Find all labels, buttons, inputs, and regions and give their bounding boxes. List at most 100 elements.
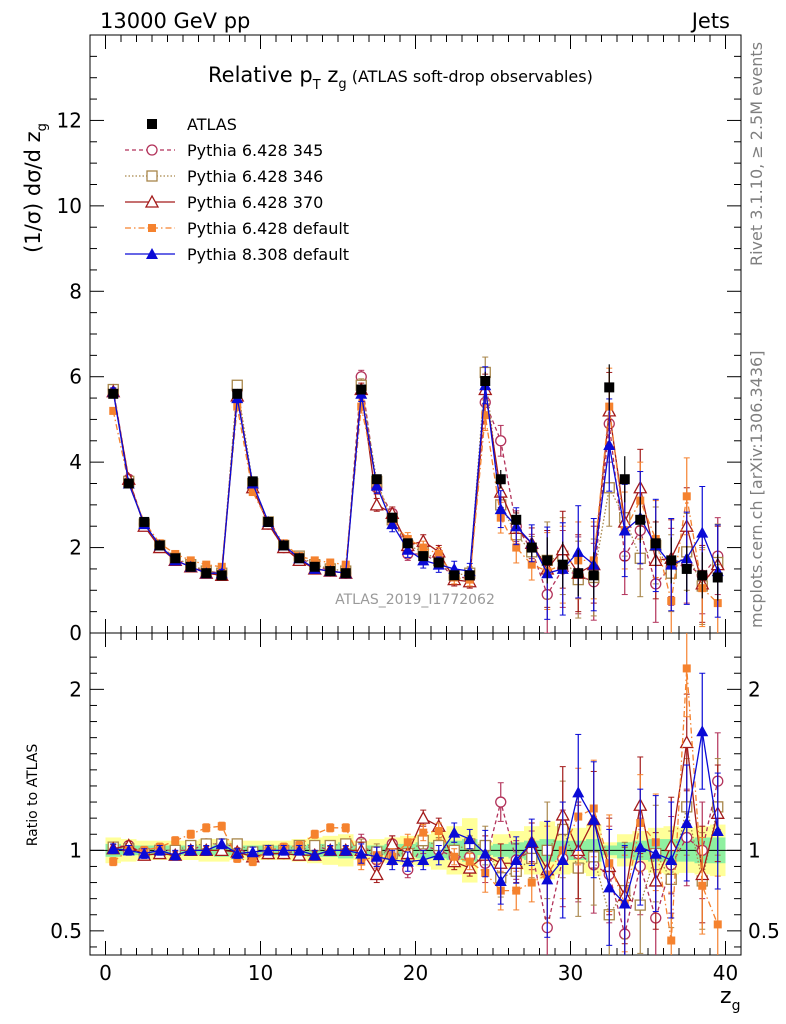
marker-circle xyxy=(495,796,507,808)
x-axis-label: zg xyxy=(720,984,740,1014)
axis-ticks xyxy=(90,34,741,955)
marker-filled-square xyxy=(667,936,676,945)
marker-open-triangle xyxy=(369,497,384,511)
marker-atlas xyxy=(340,568,351,579)
y-tick-label: 0 xyxy=(69,621,82,645)
marker-atlas xyxy=(464,570,475,581)
marker-atlas xyxy=(418,551,429,562)
marker-filled-triangle xyxy=(138,847,151,859)
main-panel-series xyxy=(106,356,725,633)
marker-atlas xyxy=(712,572,723,583)
series-line-p8def xyxy=(113,731,719,905)
marker-open-triangle xyxy=(416,810,431,824)
marker-filled-triangle xyxy=(696,725,709,737)
marker-filled-square xyxy=(310,830,319,839)
series-line-p8def xyxy=(112,385,719,574)
rivet-version-text: Rivet 3.1.10, ≥ 2.5M events xyxy=(747,42,766,266)
marker-filled-triangle xyxy=(324,844,337,856)
marker-filled-triangle xyxy=(370,479,383,491)
marker-filled-square xyxy=(682,664,691,673)
marker-filled-triangle xyxy=(184,844,197,856)
marker-open-triangle xyxy=(214,842,229,856)
legend-label-p8def: Pythia 8.308 default xyxy=(187,245,349,264)
legend-label-p370: Pythia 6.428 370 xyxy=(187,193,323,212)
marker-atlas xyxy=(108,388,119,399)
marker-atlas xyxy=(201,568,212,579)
marker-atlas xyxy=(604,382,615,393)
marker-open-triangle xyxy=(369,867,384,881)
marker-filled-triangle xyxy=(665,854,678,866)
legend-label-p6def: Pythia 6.428 default xyxy=(187,219,349,238)
x-tick-label: 20 xyxy=(403,961,428,985)
marker-filled-triangle xyxy=(603,881,616,893)
marker-filled-square xyxy=(310,556,319,565)
marker-atlas xyxy=(480,375,491,386)
marker-filled-triangle xyxy=(122,844,135,856)
header-jets: Jets xyxy=(690,9,730,33)
marker-filled-triangle xyxy=(277,844,290,856)
x-tick-label: 0 xyxy=(99,961,112,985)
marker-atlas xyxy=(309,561,320,572)
legend: ATLAS Pythia 6.428 345 Pythia 6.428 346 Pyt… xyxy=(125,115,349,264)
marker-filled-triangle xyxy=(618,524,631,536)
x-tick-label: 40 xyxy=(713,961,738,985)
marker-atlas xyxy=(495,474,506,485)
marker-filled-square xyxy=(682,492,691,501)
series-line-p6def xyxy=(112,406,719,604)
mcplots-citation-text: mcplots.cern.ch [arXiv:1306.3436] xyxy=(747,351,766,628)
x-tick-label: 10 xyxy=(248,961,273,985)
marker-filled-triangle xyxy=(293,844,306,856)
y-axis-label-main: (1/σ) dσ/d zg xyxy=(21,123,50,253)
marker-filled-triangle xyxy=(386,854,399,866)
ratio-panel-series xyxy=(106,633,725,955)
marker-atlas xyxy=(681,563,692,574)
marker-filled-square xyxy=(341,560,350,569)
marker-filled-square xyxy=(171,836,180,845)
marker-filled-square xyxy=(233,402,242,411)
marker-filled-square xyxy=(465,857,474,866)
marker-atlas xyxy=(216,570,227,581)
marker-filled-square xyxy=(148,224,156,232)
marker-atlas xyxy=(154,540,165,551)
marker-filled-triangle xyxy=(432,849,445,861)
marker-filled-square xyxy=(326,558,335,567)
marker-filled-square xyxy=(186,830,195,839)
marker-atlas xyxy=(619,474,630,485)
marker-filled-square xyxy=(512,886,521,895)
marker-filled-triangle xyxy=(525,836,538,848)
marker-atlas xyxy=(371,474,382,485)
marker-filled-triangle xyxy=(494,874,507,886)
marker-filled-triangle xyxy=(107,842,120,854)
marker-atlas xyxy=(325,566,336,577)
series-line-p370 xyxy=(113,742,719,898)
marker-filled-triangle xyxy=(231,847,244,859)
marker-filled-triangle xyxy=(494,503,507,515)
ratio-tick-label-left: 0.5 xyxy=(50,919,82,943)
marker-filled-triangle xyxy=(169,849,182,861)
marker-atlas xyxy=(294,553,305,564)
marker-atlas xyxy=(387,512,398,523)
marker-filled-square xyxy=(186,556,195,565)
marker-filled-square xyxy=(248,488,257,497)
marker-filled-triangle xyxy=(711,825,724,837)
marker-atlas xyxy=(247,476,258,487)
marker-filled-triangle xyxy=(463,833,476,845)
y-tick-label: 6 xyxy=(69,365,82,389)
marker-filled-triangle xyxy=(386,518,399,530)
marker-filled-triangle xyxy=(510,854,523,866)
marker-atlas xyxy=(147,119,157,129)
analysis-watermark: ATLAS_2019_I1772062 xyxy=(335,592,495,608)
marker-filled-triangle xyxy=(556,854,569,866)
marker-atlas xyxy=(433,557,444,568)
marker-filled-triangle xyxy=(401,855,414,867)
marker-filled-square xyxy=(419,543,428,552)
marker-filled-triangle xyxy=(448,826,461,838)
ratio-tick-label-left: 2 xyxy=(69,677,82,701)
marker-circle xyxy=(146,144,158,156)
marker-filled-triangle xyxy=(618,897,631,909)
marker-atlas xyxy=(557,559,568,570)
series-line-p346 xyxy=(113,806,719,917)
series-line-p345 xyxy=(112,376,719,597)
marker-filled-square xyxy=(202,823,211,832)
marker-filled-square xyxy=(403,838,412,847)
